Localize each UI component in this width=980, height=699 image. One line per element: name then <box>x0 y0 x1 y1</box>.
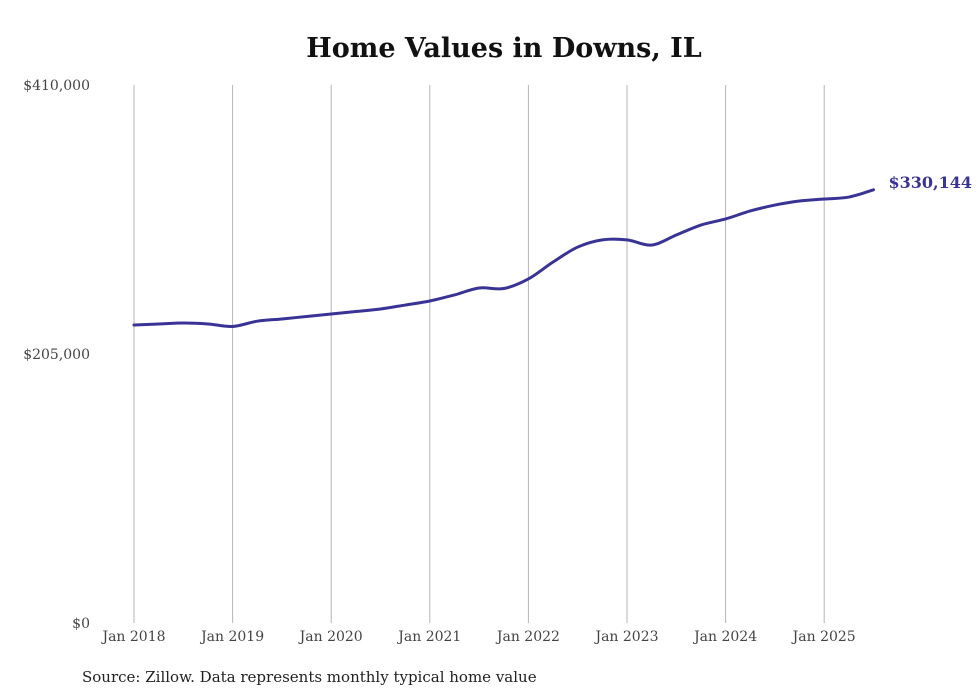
source-note: Source: Zillow. Data represents monthly … <box>82 668 537 686</box>
x-tick-label: Jan 2023 <box>593 629 658 645</box>
chart-title: Home Values in Downs, IL <box>306 33 702 64</box>
y-tick-label: $0 <box>72 616 90 632</box>
y-tick-label: $410,000 <box>23 78 90 94</box>
x-tick-label: Jan 2024 <box>692 629 757 645</box>
home-value-line <box>132 188 875 328</box>
x-tick-label: Jan 2018 <box>100 629 165 645</box>
x-tick-label: Jan 2022 <box>495 629 560 645</box>
end-value-label: $330,144 <box>889 173 973 192</box>
x-tick-label: Jan 2019 <box>199 629 264 645</box>
x-tick-label: Jan 2021 <box>396 629 461 645</box>
y-tick-label: $205,000 <box>23 347 90 363</box>
x-tick-label: Jan 2025 <box>791 629 856 645</box>
x-tick-label: Jan 2020 <box>298 629 363 645</box>
